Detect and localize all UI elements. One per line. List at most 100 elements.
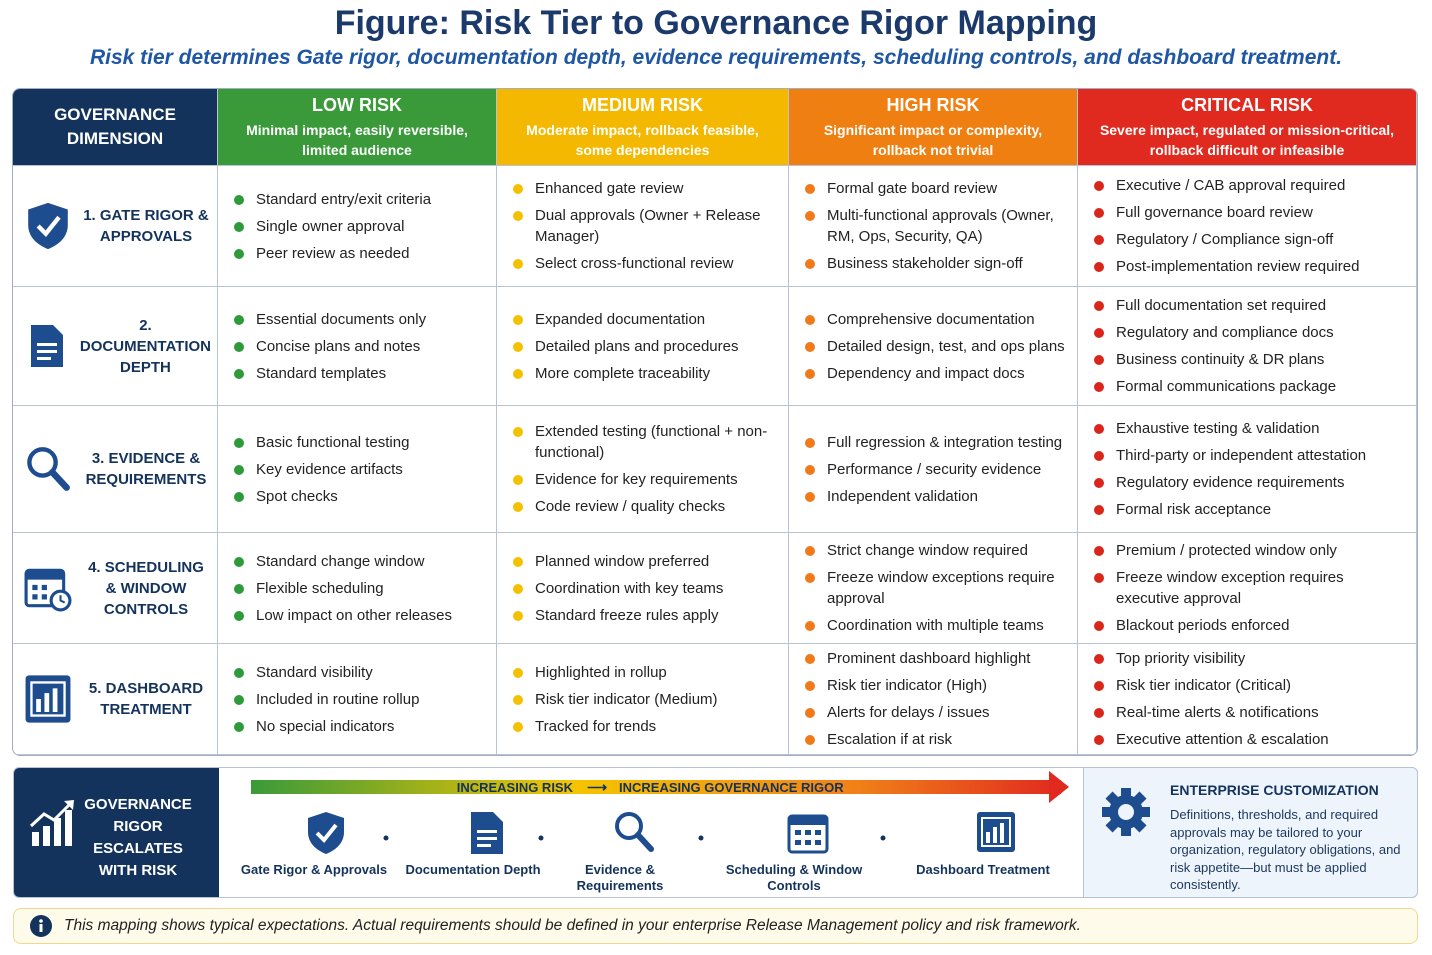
arrow-text: INCREASING RISK [457, 780, 574, 795]
requirement-list: Standard change window Flexible schedulin… [218, 533, 497, 644]
search-icon [615, 812, 654, 852]
requirement-item: Detailed plans and procedures [513, 336, 776, 357]
step-label: Dashboard Treatment [916, 862, 1050, 877]
requirement-item: Business stakeholder sign-off [805, 253, 1065, 274]
escalation-diagram: INCREASING RISK ⟶ INCREASING GOVERNANCE … [251, 771, 1069, 854]
dimension-cell: 4. SCHEDULING & WINDOW CONTROLS [13, 533, 218, 644]
requirement-item: Planned window preferred [513, 551, 776, 572]
requirement-item: Freeze window exception requires executi… [1094, 567, 1404, 609]
requirement-item: Executive / CAB approval required [1094, 175, 1404, 196]
step-label: Gate Rigor & Approvals [240, 862, 388, 877]
requirement-item: Highlighted in rollup [513, 662, 776, 683]
requirement-item: Independent validation [805, 486, 1065, 507]
requirement-item: Executive attention & escalation [1094, 729, 1404, 750]
dimension-cell: 5. DASHBOARD TREATMENT [13, 644, 218, 755]
gear-icon [1102, 788, 1150, 836]
requirement-item: Alerts for delays / issues [805, 702, 1065, 723]
requirement-item: Coordination with key teams [513, 578, 776, 599]
requirement-item: Performance / security evidence [805, 459, 1065, 480]
requirement-item: Full documentation set required [1094, 295, 1404, 316]
info-icon [30, 915, 52, 937]
requirement-item: Formal gate board review [805, 178, 1065, 199]
tier-description: Significant impact or complexity, rollba… [823, 121, 1043, 158]
requirement-item: Evidence for key requirements [513, 469, 776, 490]
requirement-list: Executive / CAB approval required Full go… [1078, 166, 1417, 287]
requirement-item: Business continuity & DR plans [1094, 349, 1404, 370]
requirement-item: Concise plans and notes [234, 336, 484, 357]
requirement-item: Included in routine rollup [234, 689, 484, 710]
requirement-list: Extended testing (functional + non-funct… [497, 406, 789, 533]
customization-box: ENTERPRISE CUSTOMIZATION Definitions, th… [1083, 767, 1418, 898]
tier-description: Moderate impact, rollback feasible, some… [526, 121, 759, 158]
tier-name: HIGH RISK [886, 94, 980, 115]
requirement-item: Dual approvals (Owner + Release Manager) [513, 205, 776, 247]
requirement-item: Dependency and impact docs [805, 363, 1065, 384]
requirement-item: Strict change window required [805, 540, 1065, 561]
tier-description: Severe impact, regulated or mission-crit… [1099, 121, 1395, 158]
requirement-item: Standard templates [234, 363, 484, 384]
requirement-item: Regulatory evidence requirements [1094, 472, 1404, 493]
requirement-list: Standard visibility Included in routine r… [218, 644, 497, 755]
requirement-item: Blackout periods enforced [1094, 615, 1404, 636]
dimension-label: 5. DASHBOARD TREATMENT [88, 680, 204, 718]
corner-header: GOVERNANCE DIMENSION [13, 89, 218, 166]
requirement-item: Risk tier indicator (Critical) [1094, 675, 1404, 696]
note-bar: This mapping shows typical expectations.… [13, 908, 1418, 944]
requirement-item: Low impact on other releases [234, 605, 484, 626]
requirement-item: Key evidence artifacts [234, 459, 484, 480]
requirement-item: Coordination with multiple teams [805, 615, 1065, 636]
dimension-label: 3. EVIDENCE & REQUIREMENTS [85, 450, 207, 488]
requirement-item: Flexible scheduling [234, 578, 484, 599]
requirement-item: Exhaustive testing & validation [1094, 418, 1404, 439]
customization-text: Definitions, thresholds, and required ap… [1170, 807, 1401, 892]
dimension-icon [23, 562, 73, 614]
arrow-glyph: ⟶ [587, 779, 607, 795]
requirement-list: Prominent dashboard highlight Risk tier i… [789, 644, 1078, 755]
requirement-item: Full regression & integration testing [805, 432, 1065, 453]
requirement-item: Standard visibility [234, 662, 484, 683]
step-label: Evidence & Requirements [576, 862, 664, 893]
requirement-item: Extended testing (functional + non-funct… [513, 421, 776, 463]
escalation-band: GOVERNANCE RIGOR ESCALATES WITH RISK INC… [13, 767, 1418, 898]
requirement-list: Comprehensive documentation Detailed desi… [789, 287, 1078, 406]
doc-icon [471, 812, 503, 854]
subtitle: Risk tier determines Gate rigor, documen… [89, 46, 1343, 69]
step-label: Documentation Depth [405, 862, 541, 877]
requirement-item: Single owner approval [234, 216, 484, 237]
requirement-list: Full documentation set required Regulator… [1078, 287, 1417, 406]
separators [383, 835, 886, 841]
requirement-item: Standard change window [234, 551, 484, 572]
requirement-item: Basic functional testing [234, 432, 484, 453]
dimension-icon [23, 673, 73, 725]
requirement-item: Third-party or independent attestation [1094, 445, 1404, 466]
dimension-label: 1. GATE RIGOR & APPROVALS [83, 207, 209, 245]
requirement-list: Formal gate board review Multi-functional… [789, 166, 1078, 287]
requirement-item: Essential documents only [234, 309, 484, 330]
requirement-item: Regulatory and compliance docs [1094, 322, 1404, 343]
requirement-item: Escalation if at risk [805, 729, 1065, 750]
requirement-item: Standard entry/exit criteria [234, 189, 484, 210]
calendar-icon [787, 814, 829, 854]
requirement-item: Expanded documentation [513, 309, 776, 330]
tier-description: Minimal impact, easily reversible, limit… [246, 121, 468, 158]
arrow-head [1049, 771, 1069, 803]
escalation-label-box: GOVERNANCE RIGOR ESCALATES WITH RISK [14, 768, 219, 897]
requirement-item: Formal risk acceptance [1094, 499, 1404, 520]
escalation-label: GOVERNANCE RIGOR ESCALATES WITH RISK [84, 796, 192, 879]
requirement-item: Prominent dashboard highlight [805, 648, 1065, 669]
tier-header: MEDIUM RISK Moderate impact, rollback fea… [497, 89, 789, 166]
requirement-item: Formal communications package [1094, 376, 1404, 397]
tier-header: LOW RISK Minimal impact, easily reversibl… [218, 89, 497, 166]
tier-name: MEDIUM RISK [582, 94, 703, 115]
requirement-item: Select cross-functional review [513, 253, 776, 274]
tier-header: HIGH RISK Significant impact or complexit… [789, 89, 1078, 166]
requirement-item: Real-time alerts & notifications [1094, 702, 1404, 723]
requirement-list: Top priority visibility Risk tier indicat… [1078, 644, 1417, 755]
requirement-item: Comprehensive documentation [805, 309, 1065, 330]
requirement-item: Enhanced gate review [513, 178, 776, 199]
dimension-cell: 3. EVIDENCE & REQUIREMENTS [13, 406, 218, 533]
requirement-item: Regulatory / Compliance sign-off [1094, 229, 1404, 250]
requirement-list: Expanded documentation Detailed plans and… [497, 287, 789, 406]
requirement-list: Exhaustive testing & validation Third-par… [1078, 406, 1417, 533]
